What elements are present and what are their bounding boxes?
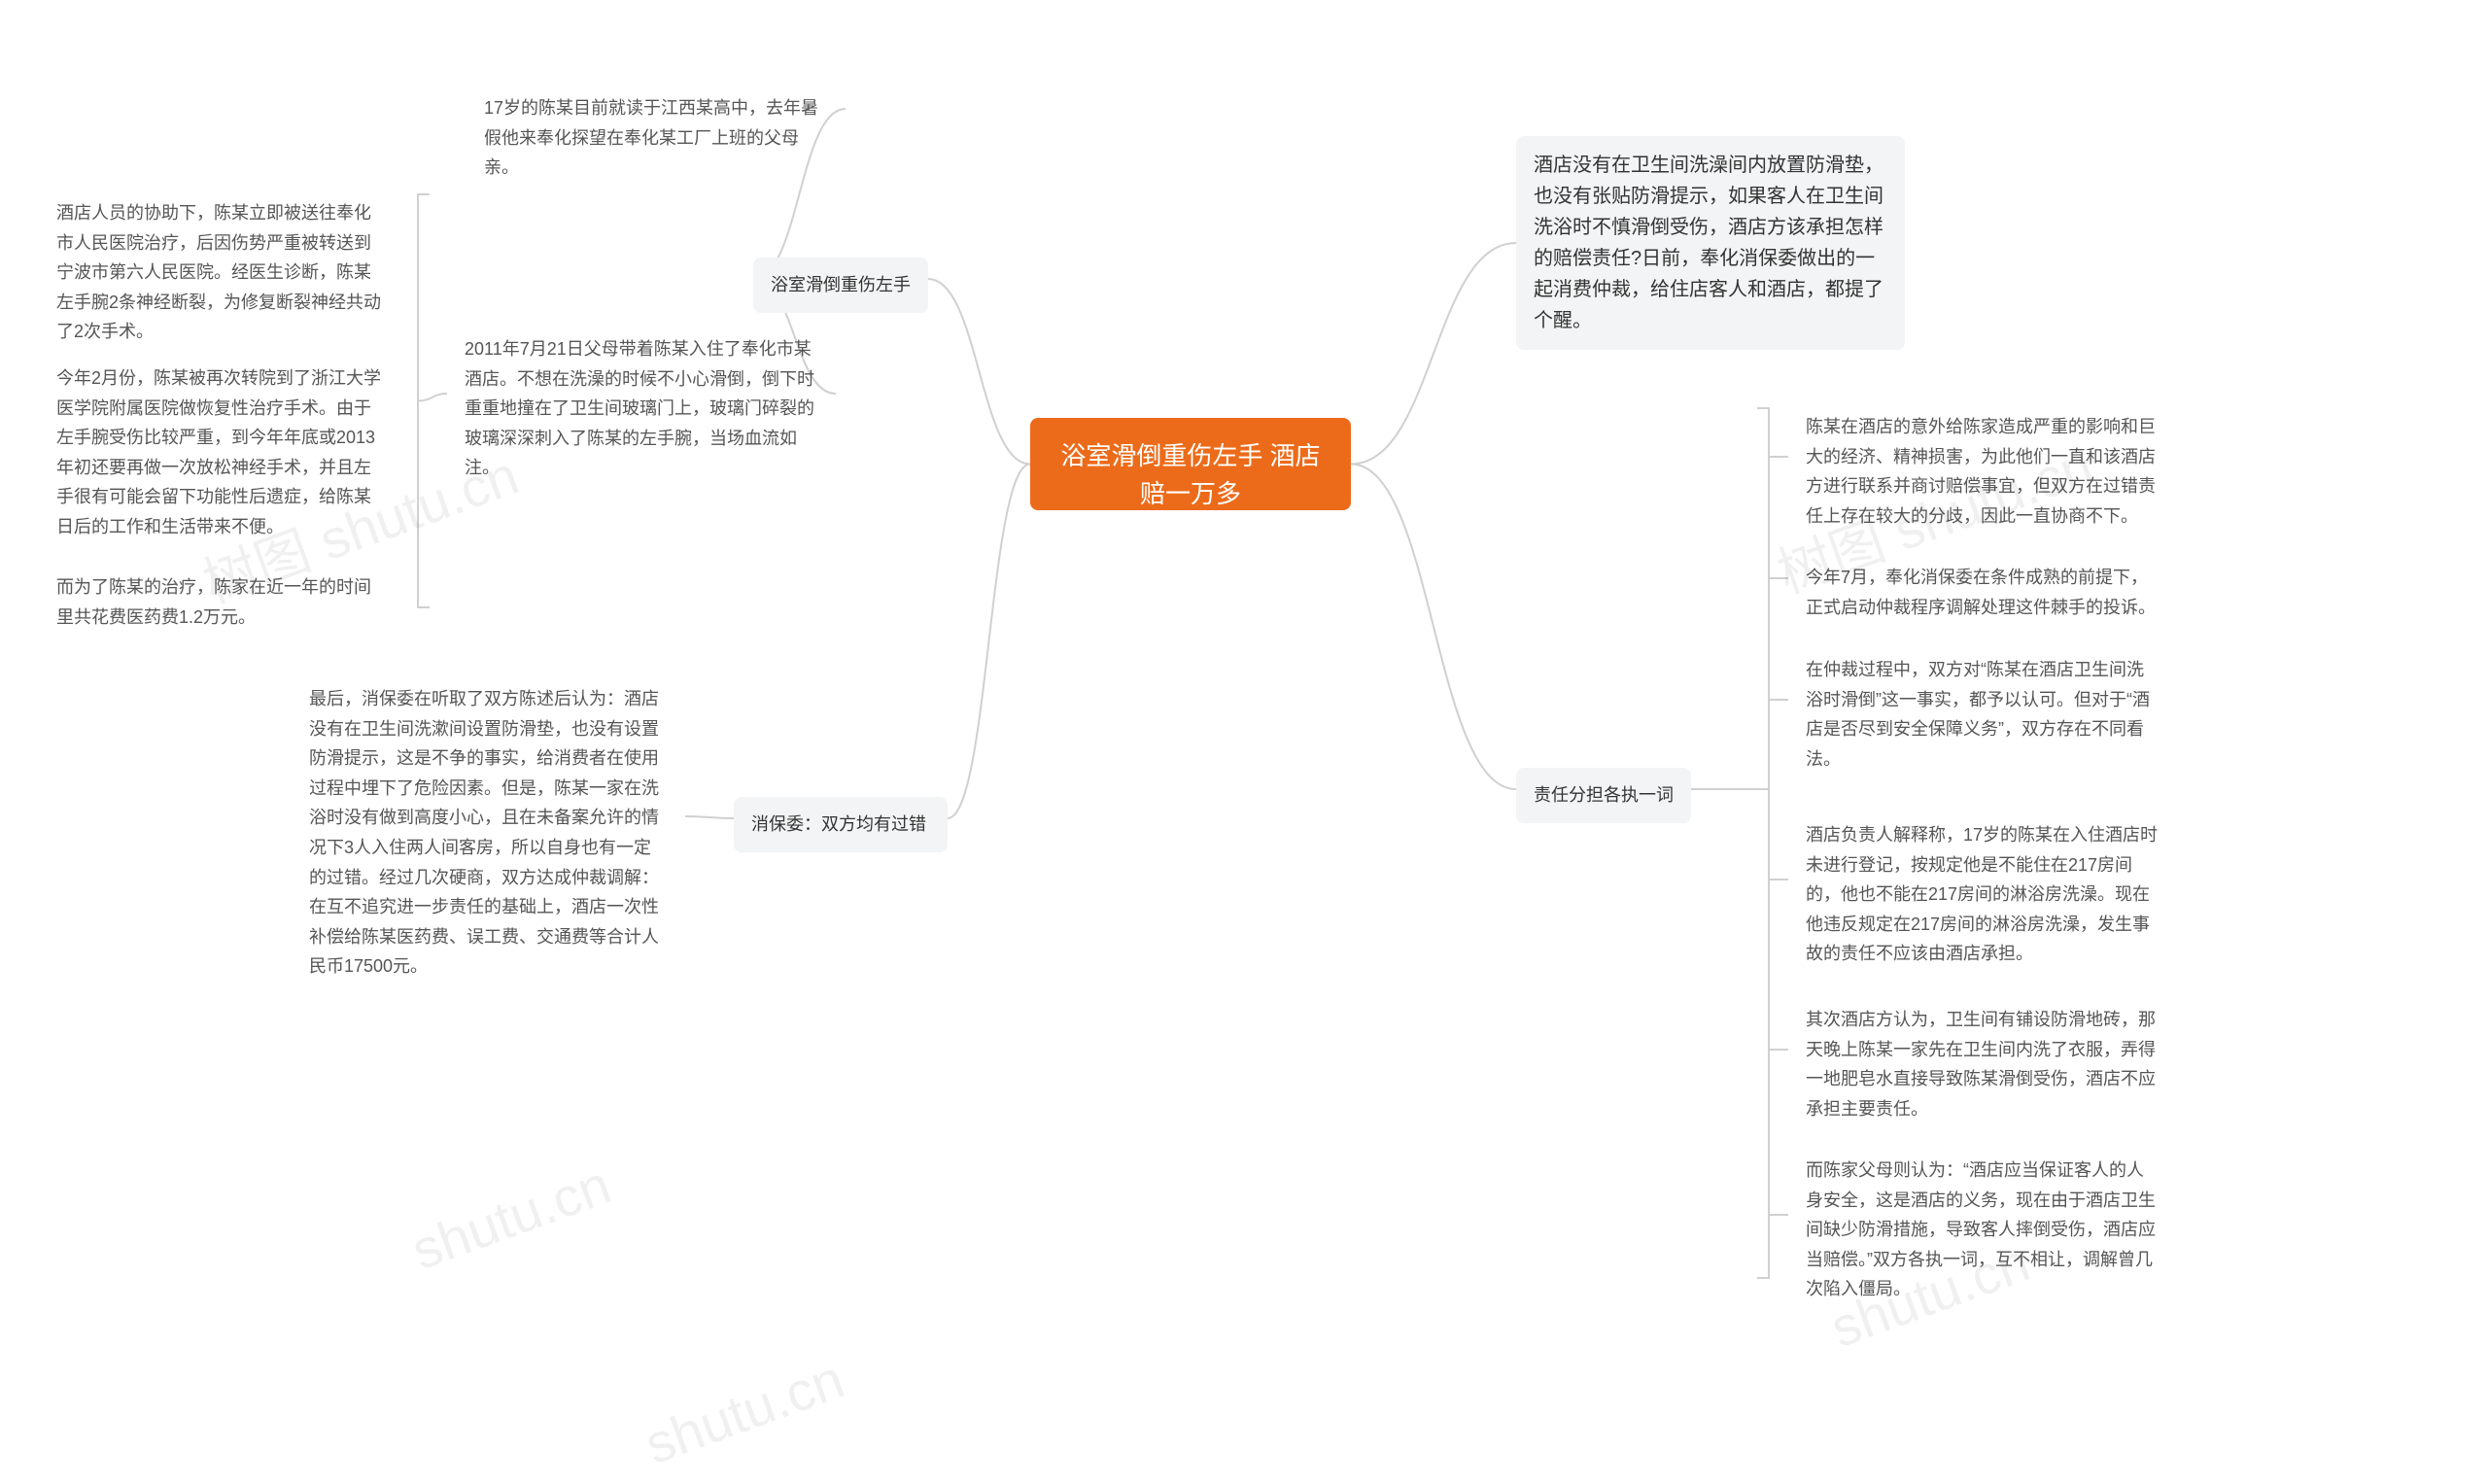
right-2-leaf-1: 今年7月，奉化消保委在条件成熟的前提下，正式启动仲裁程序调解处理这件棘手的投诉。 — [1788, 549, 2177, 636]
left-1-leaf-1: 2011年7月21日父母带着陈某入住了奉化市某酒店。不想在洗澡的时候不小心滑倒，… — [447, 321, 836, 497]
left-1-leaf-2: 酒店人员的协助下，陈某立即被送往奉化市人民医院治疗，后因伤势严重被转送到宁波市第… — [39, 185, 398, 361]
root-node: 浴室滑倒重伤左手 酒店赔一万多 — [1030, 418, 1351, 510]
right-2-leaf-2: 在仲裁过程中，双方对“陈某在酒店卫生间洗浴时滑倒”这一事实，都予以认可。但对于“… — [1788, 641, 2177, 787]
right-2-leaf-3: 酒店负责人解释称，17岁的陈某在入住酒店时未进行登记，按规定他是不能住在217房… — [1788, 807, 2177, 983]
right-2-leaf-4: 其次酒店方认为，卫生间有铺设防滑地砖，那天晚上陈某一家先在卫生间内洗了衣服，弄得… — [1788, 991, 2177, 1137]
right-2-leaf-0: 陈某在酒店的意外给陈家造成严重的影响和巨大的经济、精神损害，为此他们一直和该酒店… — [1788, 398, 2177, 544]
watermark-3: shutu.cn — [637, 1347, 851, 1476]
left-1-leaf-0: 17岁的陈某目前就读于江西某高中，去年暑假他来奉化探望在奉化某工厂上班的父母亲。 — [466, 80, 846, 196]
left-1-leaf-3: 今年2月份，陈某被再次转院到了浙江大学医学院附属医院做恢复性治疗手术。由于左手腕… — [39, 350, 398, 556]
right-intro-box: 酒店没有在卫生间洗澡间内放置防滑垫，也没有张贴防滑提示，如果客人在卫生间洗浴时不… — [1516, 136, 1905, 350]
left-1-leaf-4: 而为了陈某的治疗，陈家在近一年的时间里共花费医药费1.2万元。 — [39, 559, 398, 645]
right-2-leaf-5: 而陈家父母则认为：“酒店应当保证客人的人身安全，这是酒店的义务，现在由于酒店卫生… — [1788, 1142, 2177, 1318]
right-branch-2: 责任分担各执一词 — [1516, 768, 1691, 823]
left-branch-2: 消保委：双方均有过错 — [734, 797, 948, 852]
left-branch-1: 浴室滑倒重伤左手 — [753, 258, 928, 313]
watermark-2: shutu.cn — [403, 1153, 618, 1282]
left-2-leaf-0: 最后，消保委在听取了双方陈述后认为：酒店没有在卫生间洗漱间设置防滑垫，也没有设置… — [292, 671, 685, 995]
